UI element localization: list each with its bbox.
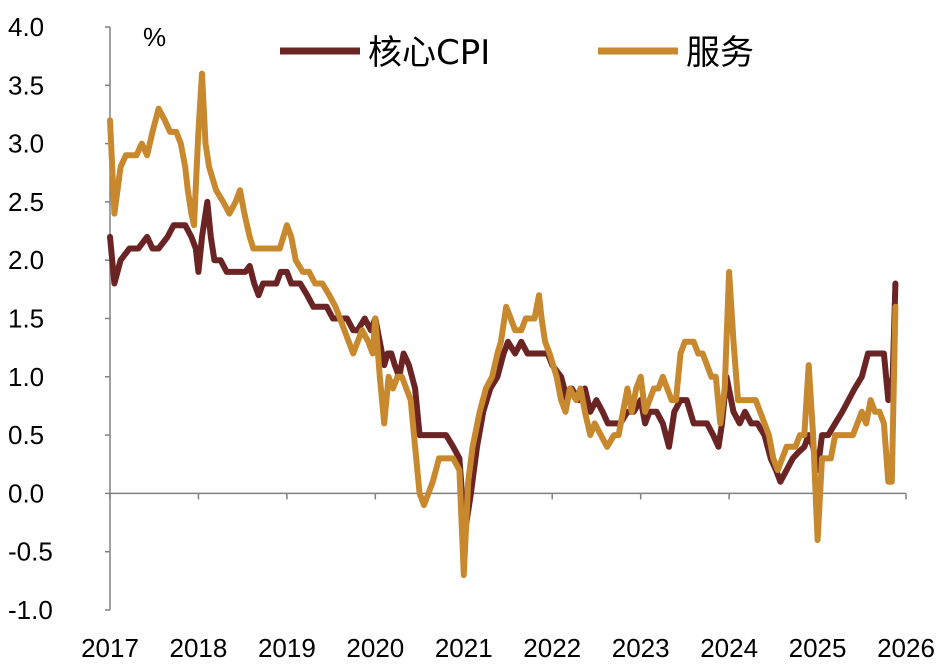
y-tick-label: 4.0 (8, 12, 44, 42)
x-tick-label: 2018 (170, 633, 228, 663)
y-tick-label: -1.0 (8, 595, 53, 625)
x-tick-label: 2017 (81, 633, 139, 663)
legend-label-1: 核心CPI (368, 33, 490, 73)
x-tick-label: 2026 (877, 633, 935, 663)
x-tick-label: 2025 (789, 633, 847, 663)
y-unit-label: % (143, 22, 166, 52)
y-tick-label: 1.0 (8, 362, 44, 392)
x-tick-label: 2024 (700, 633, 758, 663)
y-tick-label: -0.5 (8, 537, 53, 567)
y-tick-label: 0.0 (8, 478, 44, 508)
series-line-2 (107, 70, 899, 578)
y-tick-label: 2.0 (8, 245, 44, 275)
y-tick-label: 3.5 (8, 70, 44, 100)
x-tick-label: 2022 (523, 633, 581, 663)
x-tick-label: 2023 (612, 633, 670, 663)
x-tick-label: 2020 (346, 633, 404, 663)
x-tick-label: 2021 (435, 633, 493, 663)
legend-label-2: 服务 (686, 33, 754, 73)
x-tick-label: 2019 (258, 633, 316, 663)
series-line-1 (107, 198, 899, 532)
y-tick-label: 1.5 (8, 304, 44, 334)
y-tick-label: 2.5 (8, 187, 44, 217)
y-tick-label: 0.5 (8, 420, 44, 450)
y-tick-label: 3.0 (8, 129, 44, 159)
